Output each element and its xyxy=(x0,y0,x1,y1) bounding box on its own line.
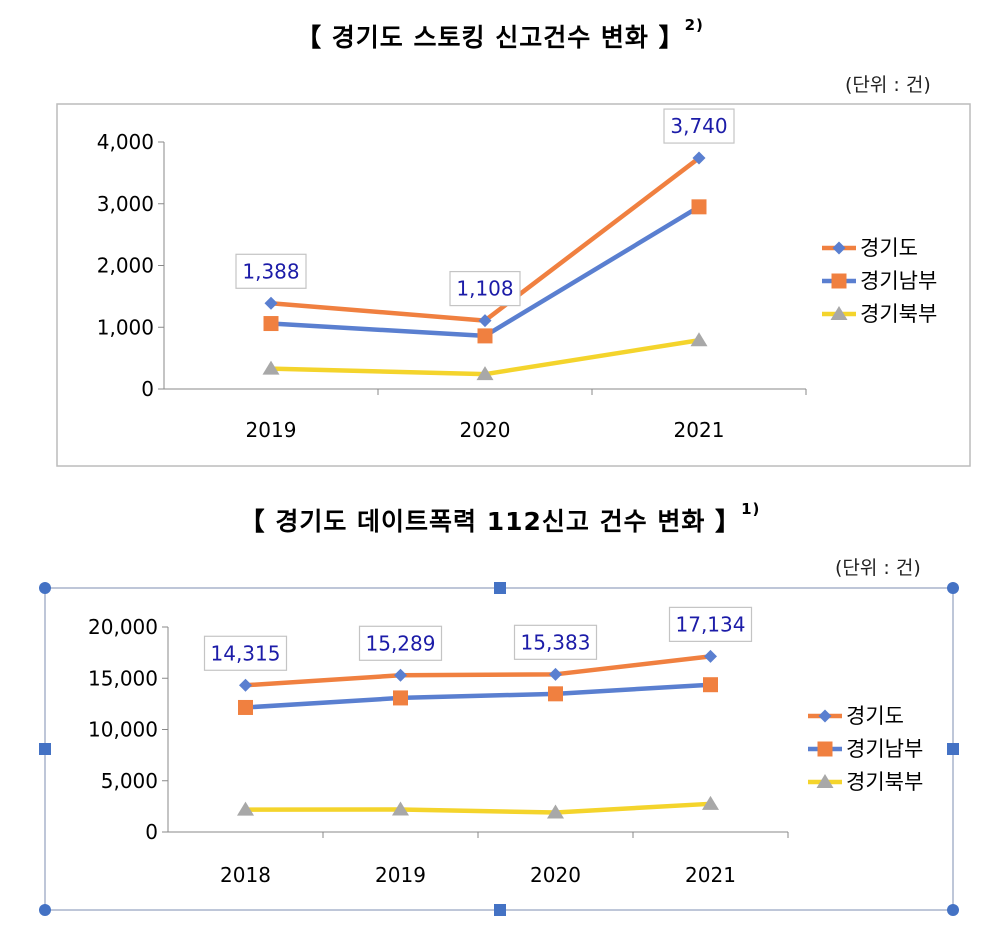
chart2-legend-label-3: 경기북부 xyxy=(846,770,923,794)
chart1-data-label-box xyxy=(663,108,735,144)
chart1-legend-label-3: 경기북부 xyxy=(860,302,937,326)
chart2-series-2-point xyxy=(238,699,253,715)
chart2-title-text: 【 경기도 데이트폭력 112신고 건수 변화 】 xyxy=(239,507,742,536)
chart1-x-tick-label: 2021 xyxy=(674,418,725,442)
chart2-series-3-point xyxy=(237,801,254,816)
chart2-data-label-box xyxy=(358,625,443,661)
chart2-x-tick-label: 2020 xyxy=(530,863,581,887)
chart2-x-tick-label: 2018 xyxy=(220,863,271,887)
chart2-series-line-2 xyxy=(245,682,711,710)
chart2-series-1-point xyxy=(549,667,562,681)
resize-handle-corner[interactable] xyxy=(947,582,959,594)
chart2-series-1-point xyxy=(394,668,407,682)
resize-handle-edge[interactable] xyxy=(947,743,959,755)
chart2-series-line-1 xyxy=(245,654,711,688)
chart2-legend-marker-1 xyxy=(818,709,832,723)
chart2-selection-handles[interactable] xyxy=(39,582,959,916)
chart1-x-tick-label: 2020 xyxy=(460,418,511,442)
chart2-series-2-point xyxy=(393,690,408,706)
chart1-series-1-point xyxy=(478,314,492,328)
chart2-legend-label-1: 경기도 xyxy=(846,704,904,728)
resize-handle-corner[interactable] xyxy=(947,904,959,916)
chart2-legend-marker-3 xyxy=(816,774,834,788)
chart2-y-tick-label: 0 xyxy=(145,820,158,844)
chart1-legend-marker-1 xyxy=(832,241,846,255)
chart2-title: 【 경기도 데이트폭력 112신고 건수 변화 】1) xyxy=(0,500,1000,538)
chart1-legend-marker-2 xyxy=(831,273,847,289)
chart2-series-3-point xyxy=(392,801,409,816)
chart2-y-tick-label: 20,000 xyxy=(88,615,158,639)
chart2-x-tick-label: 2019 xyxy=(375,863,426,887)
chart2-legend-label-2: 경기남부 xyxy=(846,737,923,761)
chart2-series-3-point xyxy=(547,804,564,819)
chart2-data-label: 14,315 xyxy=(211,641,281,665)
chart2-data-label: 15,383 xyxy=(521,630,591,654)
chart1-x-tick-label: 2019 xyxy=(246,418,297,442)
chart1-data-label: 1,388 xyxy=(242,259,299,283)
chart2-series-3-point xyxy=(702,795,719,810)
chart1-series-2-point xyxy=(263,316,279,332)
chart2-data-label-box xyxy=(513,624,598,660)
chart2-unit: (단위 : 건) xyxy=(835,557,921,579)
chart1-legend-label-1: 경기도 xyxy=(860,236,918,260)
chart1-series-3-point xyxy=(690,332,708,347)
chart1-y-tick-label: 0 xyxy=(141,377,154,401)
chart1-series-3-point xyxy=(262,360,280,375)
chart1-data-label: 3,740 xyxy=(670,114,727,138)
chart1-y-tick-label: 2,000 xyxy=(97,254,154,278)
chart1-title: 【 경기도 스토킹 신고건수 변화 】2) xyxy=(0,16,1000,54)
chart1-series-3-point xyxy=(476,366,494,381)
chart1-data-label-box xyxy=(235,253,307,289)
chart2-series-2-point xyxy=(548,686,563,702)
chart1-series-2-point xyxy=(691,199,707,215)
chart2-y-tick-label: 5,000 xyxy=(101,769,158,793)
chart1-y-tick-label: 4,000 xyxy=(97,130,154,154)
resize-handle-corner[interactable] xyxy=(39,582,51,594)
chart2-y-tick-label: 10,000 xyxy=(88,718,158,742)
chart2-legend-marker-2 xyxy=(817,741,833,757)
chart2-x-tick-label: 2021 xyxy=(685,863,736,887)
chart1-data-label-box xyxy=(449,270,521,307)
chart2-y-tick-label: 15,000 xyxy=(88,666,158,690)
resize-handle-edge[interactable] xyxy=(494,904,506,916)
chart2-series-1-point xyxy=(239,678,252,692)
resize-handle-corner[interactable] xyxy=(39,904,51,916)
chart1-title-text: 【 경기도 스토킹 신고건수 변화 】 xyxy=(296,23,685,52)
chart1-legend-label-2: 경기남부 xyxy=(860,269,937,293)
chart2-series-2-point xyxy=(703,677,718,693)
chart2-data-label-box xyxy=(668,606,753,642)
chart2-frame[interactable] xyxy=(44,587,954,911)
chart1-data-label: 1,108 xyxy=(456,277,513,301)
chart1-series-1-point xyxy=(264,296,278,310)
chart1-series-1-point xyxy=(692,151,706,165)
chart1-footnote: 2) xyxy=(684,16,704,34)
chart2-data-label-box xyxy=(203,635,288,671)
chart1-unit: (단위 : 건) xyxy=(845,74,931,96)
chart1-y-tick-label: 3,000 xyxy=(97,192,154,216)
chart2-series-line-3 xyxy=(245,801,711,815)
chart1-y-tick-label: 1,000 xyxy=(97,315,154,339)
chart2-data-label: 17,134 xyxy=(676,612,746,636)
chart1-legend-marker-3 xyxy=(830,306,848,320)
resize-handle-edge[interactable] xyxy=(39,743,51,755)
chart1-plot: 0 1,000 2,000 3,000 4,000 2019 2020 2021 1,388 1,… xyxy=(97,108,937,442)
chart2-plot: 0 5,000 10,000 15,000 20,000 2018 2019 2020 2021… xyxy=(88,606,923,887)
chart1-series-2-point xyxy=(477,328,493,344)
chart2-footnote: 1) xyxy=(741,500,761,518)
chart2-data-label: 15,289 xyxy=(366,631,436,655)
chart2-series-1-point xyxy=(704,649,717,663)
resize-handle-edge[interactable] xyxy=(494,582,506,594)
